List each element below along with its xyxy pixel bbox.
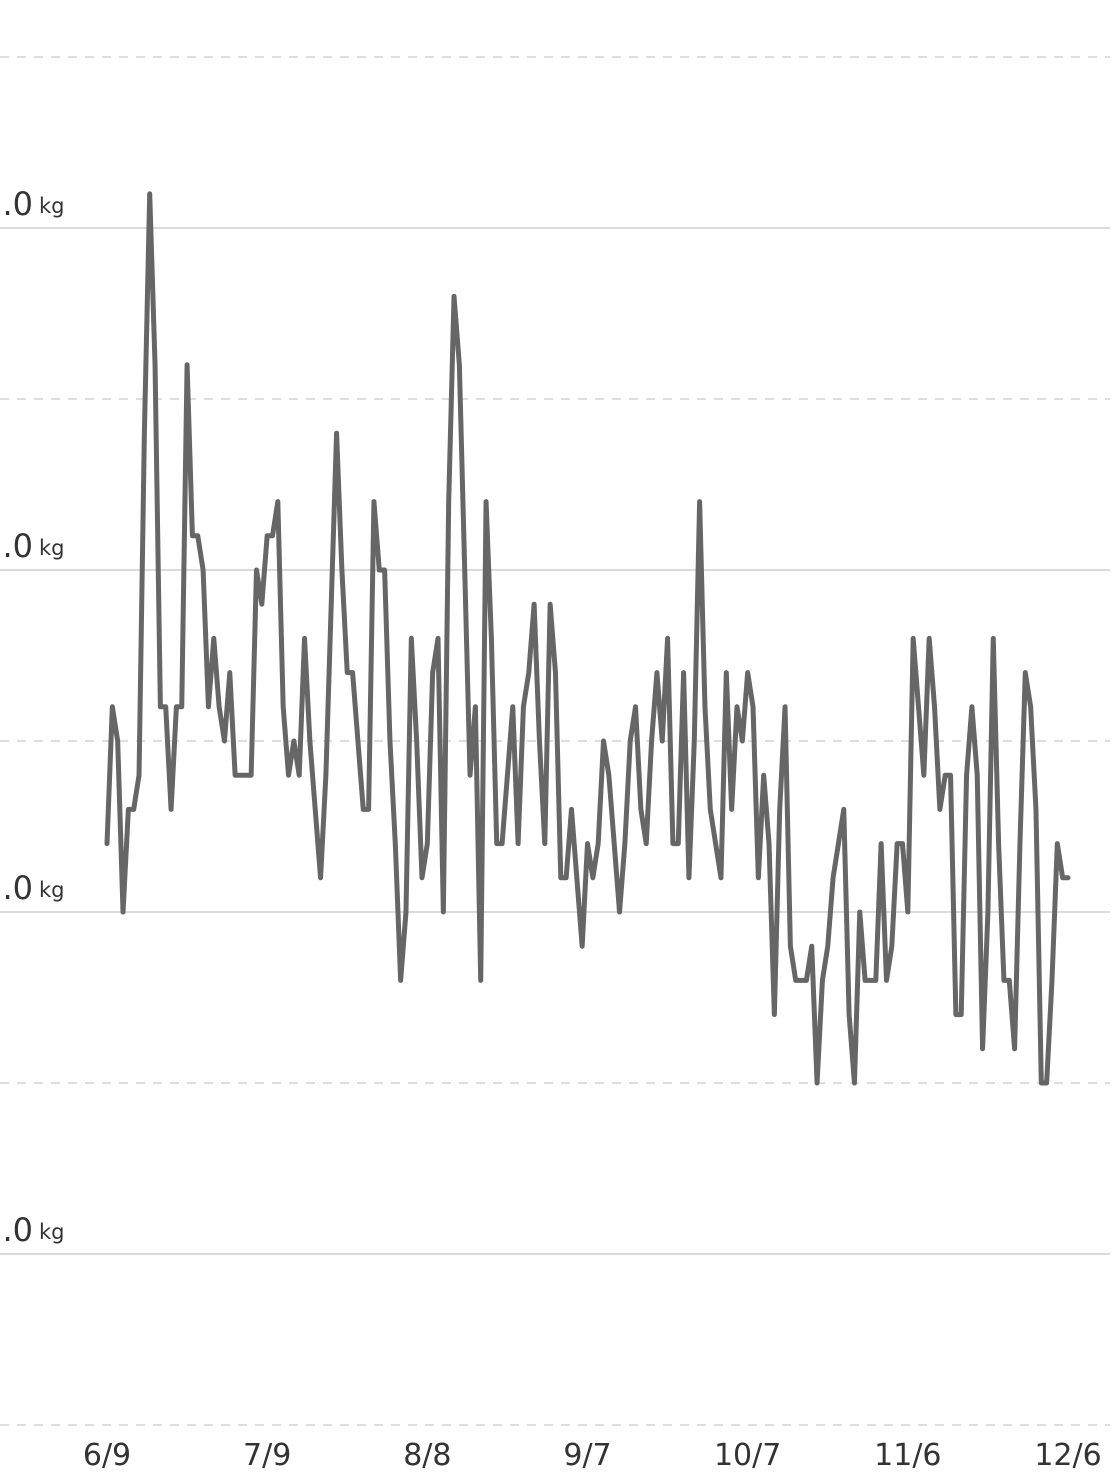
- y-unit: kg: [39, 536, 65, 560]
- y-unit: kg: [39, 878, 65, 902]
- x-tick-label: 11/6: [874, 1438, 941, 1473]
- x-tick-label: 9/7: [563, 1438, 611, 1473]
- y-tick-label: .0: [2, 1211, 33, 1249]
- y-tick-label: .0: [2, 185, 33, 223]
- x-tick-label: 10/7: [714, 1438, 781, 1473]
- y-unit: kg: [39, 194, 65, 218]
- x-tick-label: 12/6: [1034, 1438, 1101, 1473]
- x-tick-label: 8/8: [403, 1438, 451, 1473]
- x-tick-label: 6/9: [83, 1438, 131, 1473]
- x-tick-label: 7/9: [243, 1438, 291, 1473]
- y-tick-label: .0: [2, 527, 33, 565]
- y-unit: kg: [39, 1220, 65, 1244]
- data-line: [104, 191, 1071, 1086]
- y-tick-label: .0: [2, 869, 33, 907]
